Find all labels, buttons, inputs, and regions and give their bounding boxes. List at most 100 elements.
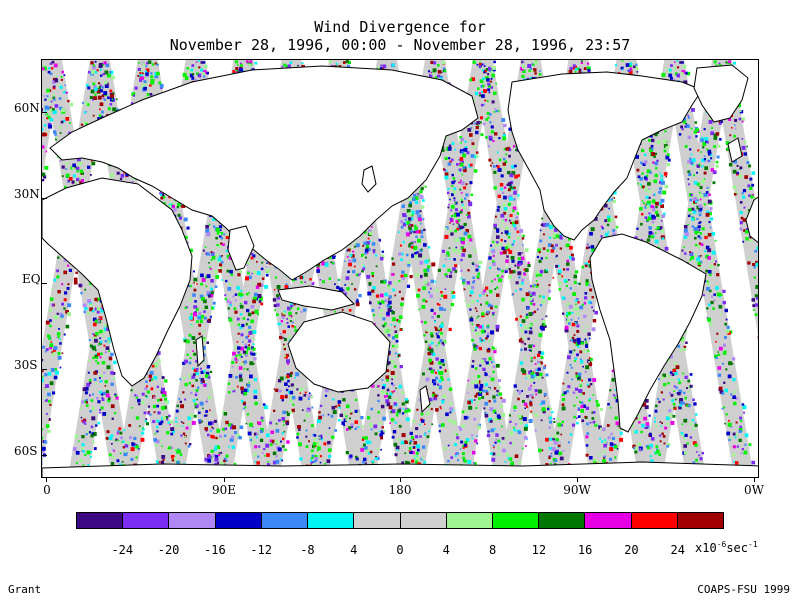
- divergence-speck: [401, 433, 406, 438]
- divergence-speck: [152, 404, 157, 409]
- divergence-speck: [424, 340, 428, 343]
- divergence-speck: [169, 420, 174, 424]
- divergence-speck: [377, 66, 380, 69]
- divergence-speck: [474, 249, 477, 253]
- divergence-speck: [380, 436, 384, 440]
- divergence-speck: [492, 370, 495, 374]
- divergence-speck: [90, 434, 94, 438]
- divergence-speck: [442, 67, 446, 70]
- divergence-speck: [202, 249, 205, 252]
- divergence-speck: [438, 328, 440, 331]
- divergence-speck: [407, 261, 411, 264]
- divergence-speck: [479, 339, 483, 343]
- divergence-speck: [319, 455, 322, 458]
- divergence-speck: [492, 452, 496, 456]
- divergence-speck: [97, 344, 100, 347]
- divergence-speck: [514, 264, 517, 267]
- divergence-speck: [398, 252, 402, 256]
- divergence-speck: [61, 352, 64, 355]
- divergence-speck: [484, 413, 489, 418]
- divergence-speck: [414, 196, 419, 200]
- divergence-speck: [499, 183, 504, 187]
- divergence-speck: [524, 248, 529, 252]
- divergence-speck: [383, 430, 386, 433]
- divergence-speck: [242, 407, 245, 410]
- divergence-speck: [82, 464, 85, 466]
- divergence-speck: [237, 323, 240, 326]
- divergence-speck: [141, 400, 145, 405]
- divergence-speck: [93, 334, 97, 338]
- divergence-speck: [208, 294, 212, 298]
- divergence-speck: [188, 361, 192, 365]
- divergence-speck: [227, 307, 230, 310]
- divergence-speck: [213, 419, 217, 423]
- divergence-speck: [428, 70, 431, 73]
- divergence-speck: [374, 323, 376, 325]
- divergence-speck: [476, 351, 478, 354]
- divergence-speck: [286, 359, 290, 364]
- divergence-speck: [275, 388, 279, 392]
- divergence-speck: [149, 93, 153, 96]
- divergence-speck: [236, 317, 240, 321]
- divergence-speck: [369, 231, 373, 235]
- divergence-speck: [511, 171, 516, 175]
- divergence-speck: [200, 61, 204, 64]
- satellite-swath: [712, 60, 758, 335]
- divergence-speck: [228, 282, 232, 286]
- divergence-speck: [67, 303, 72, 308]
- divergence-speck: [434, 320, 436, 323]
- divergence-speck: [250, 256, 254, 260]
- divergence-speck: [287, 64, 291, 68]
- divergence-speck: [412, 438, 415, 441]
- divergence-speck: [449, 160, 452, 164]
- divergence-speck: [298, 428, 301, 431]
- divergence-speck: [102, 391, 107, 395]
- divergence-speck: [394, 352, 397, 355]
- divergence-speck: [196, 398, 198, 401]
- divergence-speck: [397, 354, 401, 357]
- divergence-speck: [395, 414, 399, 417]
- divergence-speck: [352, 250, 355, 253]
- divergence-speck: [49, 403, 52, 406]
- divergence-speck: [468, 200, 471, 203]
- divergence-speck: [419, 190, 423, 194]
- divergence-speck: [274, 288, 276, 291]
- divergence-speck: [310, 461, 314, 465]
- divergence-speck: [108, 436, 113, 441]
- divergence-speck: [117, 439, 120, 442]
- divergence-speck: [137, 75, 140, 77]
- divergence-speck: [408, 198, 411, 202]
- divergence-speck: [384, 322, 387, 326]
- divergence-speck: [191, 384, 195, 388]
- divergence-speck: [89, 455, 92, 458]
- divergence-speck: [168, 414, 171, 418]
- divergence-speck: [204, 316, 207, 320]
- divergence-speck: [166, 431, 170, 435]
- divergence-speck: [56, 336, 59, 339]
- divergence-speck: [209, 267, 212, 270]
- divergence-speck: [161, 406, 165, 410]
- divergence-speck: [343, 292, 347, 296]
- divergence-speck: [193, 389, 196, 392]
- divergence-speck: [47, 429, 51, 433]
- divergence-speck: [449, 271, 453, 274]
- divergence-speck: [287, 363, 289, 365]
- divergence-speck: [219, 229, 222, 231]
- divergence-speck: [384, 292, 388, 297]
- divergence-speck: [401, 270, 405, 274]
- divergence-speck: [485, 136, 488, 139]
- divergence-speck: [459, 427, 463, 431]
- divergence-speck: [251, 426, 254, 428]
- divergence-speck: [411, 255, 414, 258]
- divergence-speck: [280, 320, 283, 323]
- divergence-speck: [438, 385, 443, 389]
- divergence-speck: [305, 435, 308, 438]
- divergence-speck: [328, 60, 332, 63]
- divergence-speck: [532, 303, 536, 306]
- divergence-speck: [343, 412, 347, 415]
- divergence-speck: [188, 382, 191, 385]
- divergence-speck: [83, 310, 86, 314]
- divergence-speck: [508, 232, 511, 236]
- divergence-speck: [246, 383, 251, 388]
- divergence-speck: [397, 408, 401, 413]
